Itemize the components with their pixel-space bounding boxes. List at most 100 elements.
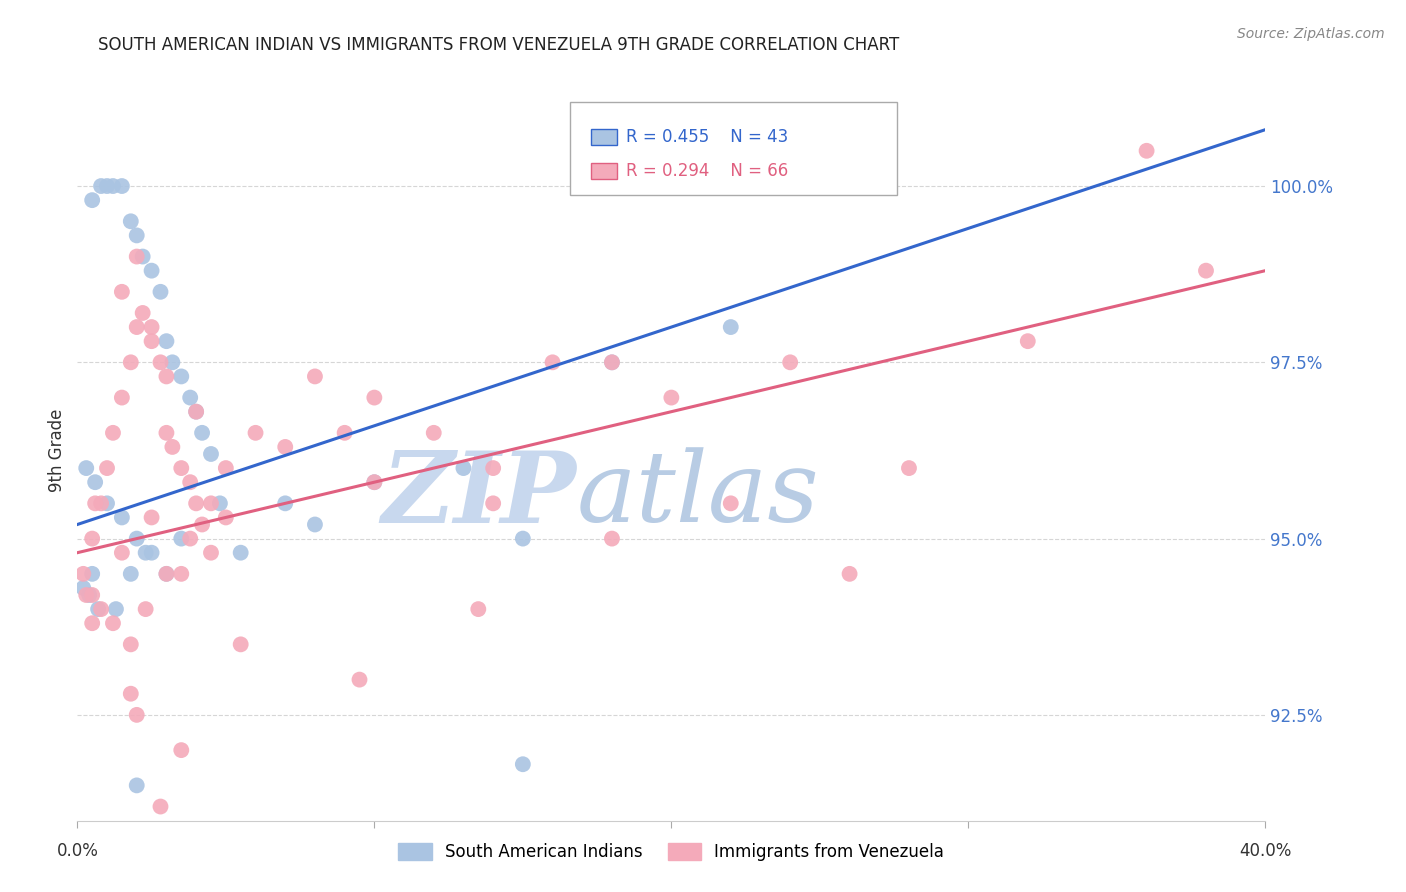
Text: ZIP: ZIP <box>381 447 576 543</box>
Point <box>87 602 110 616</box>
Point <box>77 588 100 602</box>
Point <box>111 546 134 560</box>
Point <box>155 566 177 581</box>
Point <box>162 355 184 369</box>
Point <box>363 475 385 490</box>
Point <box>125 707 148 722</box>
Point <box>162 440 184 454</box>
Point <box>179 391 201 405</box>
Point <box>274 496 297 510</box>
Point <box>274 440 297 454</box>
Text: 40.0%: 40.0% <box>1239 842 1292 860</box>
Point <box>482 461 505 475</box>
Point <box>838 566 860 581</box>
Point <box>90 602 112 616</box>
FancyBboxPatch shape <box>591 129 617 145</box>
Point <box>120 637 142 651</box>
Text: R = 0.294    N = 66: R = 0.294 N = 66 <box>626 162 789 180</box>
Point <box>170 369 193 384</box>
Point <box>82 193 104 207</box>
Point <box>125 250 148 264</box>
Point <box>120 214 142 228</box>
Point <box>141 334 163 348</box>
Point <box>304 517 326 532</box>
Point <box>82 588 104 602</box>
Point <box>101 179 124 194</box>
Point <box>1136 144 1159 158</box>
Point <box>125 532 148 546</box>
Point <box>179 475 201 490</box>
Point <box>84 496 107 510</box>
Point <box>96 179 118 194</box>
Point <box>333 425 356 440</box>
Point <box>720 320 742 334</box>
Point <box>1017 334 1039 348</box>
Point <box>111 179 134 194</box>
Point <box>191 517 214 532</box>
Point <box>101 616 124 631</box>
Point <box>155 425 177 440</box>
Y-axis label: 9th Grade: 9th Grade <box>48 409 66 492</box>
Point <box>229 546 252 560</box>
Point <box>131 306 153 320</box>
Point <box>131 250 153 264</box>
Point <box>141 263 163 277</box>
Point <box>215 461 238 475</box>
Point <box>101 425 124 440</box>
Point <box>170 461 193 475</box>
Point <box>141 546 163 560</box>
FancyBboxPatch shape <box>571 103 897 195</box>
Point <box>467 602 489 616</box>
Point <box>170 566 193 581</box>
Point <box>186 405 208 419</box>
Point <box>141 510 163 524</box>
Point <box>200 546 222 560</box>
Point <box>72 566 94 581</box>
Point <box>512 532 534 546</box>
Point <box>423 425 446 440</box>
Point <box>125 228 148 243</box>
Point <box>125 778 148 792</box>
Point <box>125 320 148 334</box>
Point <box>90 179 112 194</box>
Point <box>82 532 104 546</box>
Point <box>90 496 112 510</box>
Point <box>179 532 201 546</box>
Point <box>229 637 252 651</box>
Point <box>600 355 623 369</box>
Point <box>149 799 172 814</box>
Point <box>541 355 564 369</box>
Point <box>96 461 118 475</box>
Point <box>200 496 222 510</box>
Point <box>111 510 134 524</box>
Point <box>75 461 97 475</box>
Point <box>363 391 385 405</box>
Point <box>898 461 921 475</box>
Point <box>661 391 683 405</box>
Text: SOUTH AMERICAN INDIAN VS IMMIGRANTS FROM VENEZUELA 9TH GRADE CORRELATION CHART: SOUTH AMERICAN INDIAN VS IMMIGRANTS FROM… <box>98 36 900 54</box>
Point <box>349 673 371 687</box>
Point <box>96 496 118 510</box>
Point <box>200 447 222 461</box>
Point <box>363 475 385 490</box>
Point <box>779 355 801 369</box>
Point <box>304 369 326 384</box>
Text: R = 0.455    N = 43: R = 0.455 N = 43 <box>626 128 789 146</box>
Point <box>186 405 208 419</box>
Point <box>155 369 177 384</box>
Point <box>720 496 742 510</box>
Point <box>170 743 193 757</box>
Point <box>149 355 172 369</box>
Point <box>84 475 107 490</box>
Text: Source: ZipAtlas.com: Source: ZipAtlas.com <box>1237 27 1385 41</box>
Point <box>111 285 134 299</box>
Point <box>482 496 505 510</box>
Point <box>191 425 214 440</box>
Point <box>72 581 94 595</box>
Point <box>170 532 193 546</box>
Point <box>75 588 97 602</box>
Point <box>245 425 267 440</box>
Point <box>120 687 142 701</box>
Point <box>82 616 104 631</box>
FancyBboxPatch shape <box>591 163 617 179</box>
